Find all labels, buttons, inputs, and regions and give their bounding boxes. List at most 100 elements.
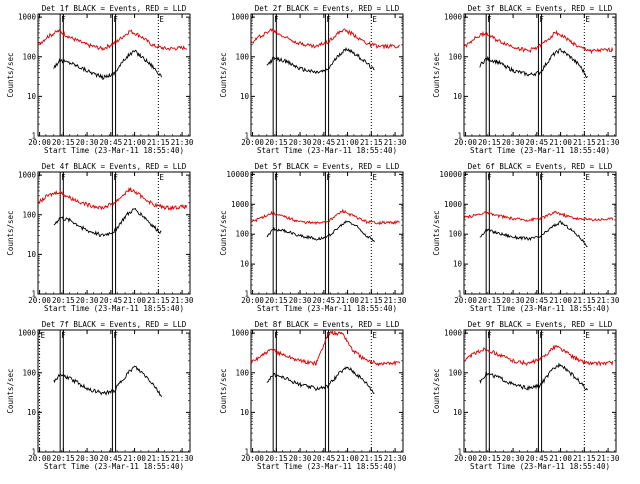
- x-axis-label: Start Time (23-Mar-11 18:55:40): [470, 304, 610, 313]
- end-marker-label: E: [372, 173, 377, 182]
- x-tick-label: 21:30: [171, 454, 194, 463]
- y-tick-label: 1: [457, 290, 462, 299]
- plot-frame: [37, 171, 191, 295]
- flare-marker-label: F: [539, 15, 544, 24]
- x-tick-label: 21:15: [573, 454, 596, 463]
- y-tick-label: 1000: [18, 329, 37, 338]
- x-tick-label: 20:15: [52, 138, 75, 147]
- y-tick-label: 100: [235, 368, 249, 377]
- end-marker-label: E: [372, 331, 377, 340]
- y-tick-label: 1: [244, 448, 249, 457]
- x-tick-label: 20:45: [526, 454, 549, 463]
- flare-marker-label: F: [487, 331, 492, 340]
- plot-frame: [250, 171, 404, 295]
- y-tick-label: 10: [240, 92, 250, 101]
- y-axis-label: Counts/sec: [432, 52, 441, 97]
- y-tick-label: 10000: [226, 170, 249, 179]
- y-tick-label: 1000: [444, 13, 463, 22]
- panel-title: Det 8f BLACK = Events, RED = LLD: [255, 320, 400, 329]
- x-tick-label: 21:30: [384, 454, 407, 463]
- x-tick-label: 21:15: [573, 138, 596, 147]
- plot-frame: [37, 329, 191, 453]
- det-panel-6: Det 6f BLACK = Events, RED = LLD Counts/s…: [432, 162, 620, 313]
- x-tick-label: 20:30: [289, 138, 312, 147]
- panel-title: Det 5f BLACK = Events, RED = LLD: [255, 162, 400, 171]
- x-tick-label: 21:00: [336, 138, 359, 147]
- y-tick-label: 1000: [231, 329, 250, 338]
- flare-marker-label: F: [487, 173, 492, 182]
- y-tick-label: 10: [27, 408, 37, 417]
- y-axis-label: Counts/sec: [6, 368, 15, 413]
- x-tick-label: 20:15: [265, 296, 288, 305]
- x-tick-label: 20:30: [289, 454, 312, 463]
- panel-title: Det 4f BLACK = Events, RED = LLD: [42, 162, 187, 171]
- end-marker-label: E: [372, 15, 377, 24]
- events-series-line: [479, 48, 588, 79]
- end-marker-label: E: [585, 173, 590, 182]
- events-series-line: [53, 207, 162, 238]
- x-tick-label: 21:00: [336, 454, 359, 463]
- plot-frame: [463, 13, 617, 137]
- plot-frame: [463, 171, 617, 295]
- x-tick-label: 20:15: [478, 296, 501, 305]
- x-tick-label: 20:00: [28, 296, 51, 305]
- x-tick-label: 21:00: [336, 296, 359, 305]
- flare-marker-label: F: [61, 331, 66, 340]
- x-tick-label: 20:15: [52, 296, 75, 305]
- x-tick-label: 21:30: [384, 138, 407, 147]
- x-tick-label: 20:00: [241, 454, 264, 463]
- det-panel-2: Det 2f BLACK = Events, RED = LLD Counts/s…: [219, 4, 407, 155]
- x-tick-label: 20:15: [265, 454, 288, 463]
- plot-frame: [37, 13, 191, 137]
- det-panel-5: Det 5f BLACK = Events, RED = LLD Counts/s…: [219, 162, 407, 313]
- x-tick-label: 21:00: [549, 296, 572, 305]
- x-tick-label: 20:45: [526, 138, 549, 147]
- x-tick-label: 21:15: [360, 454, 383, 463]
- panel-title: Det 3f BLACK = Events, RED = LLD: [468, 4, 613, 13]
- panel-title: Det 9f BLACK = Events, RED = LLD: [468, 320, 613, 329]
- x-axis-label: Start Time (23-Mar-11 18:55:40): [470, 146, 610, 155]
- x-tick-label: 20:45: [313, 296, 336, 305]
- end-marker-label: E: [159, 173, 164, 182]
- y-tick-label: 100: [448, 230, 462, 239]
- x-tick-label: 21:00: [123, 454, 146, 463]
- x-tick-label: 20:30: [76, 296, 99, 305]
- x-tick-label: 20:00: [241, 138, 264, 147]
- y-tick-label: 1000: [18, 13, 37, 22]
- flare-marker-label: F: [274, 173, 279, 182]
- lld-series-line: [463, 344, 614, 367]
- y-axis-label: Counts/sec: [6, 210, 15, 255]
- x-axis-label: Start Time (23-Mar-11 18:55:40): [44, 146, 184, 155]
- y-tick-label: 100: [235, 52, 249, 61]
- det-panel-7: Det 7f BLACK = Events, RED = LLD Counts/s…: [6, 320, 194, 471]
- x-tick-label: 21:30: [597, 138, 620, 147]
- det-panel-1: Det 1f BLACK = Events, RED = LLD Counts/s…: [6, 4, 194, 155]
- events-series-line: [266, 220, 375, 243]
- x-tick-label: 20:00: [454, 454, 477, 463]
- x-tick-label: 20:30: [502, 454, 525, 463]
- y-tick-label: 10: [240, 408, 250, 417]
- panel-title: Det 7f BLACK = Events, RED = LLD: [42, 320, 187, 329]
- x-tick-label: 21:15: [360, 138, 383, 147]
- events-series-line: [479, 220, 588, 248]
- x-tick-label: 20:00: [28, 138, 51, 147]
- x-tick-label: 20:30: [502, 138, 525, 147]
- x-tick-label: 20:30: [76, 138, 99, 147]
- lld-series-line: [250, 27, 400, 50]
- flare-marker-label: F: [274, 15, 279, 24]
- x-axis-label: Start Time (23-Mar-11 18:55:40): [257, 304, 397, 313]
- events-series-line: [479, 362, 588, 391]
- x-tick-label: 20:45: [313, 138, 336, 147]
- y-tick-label: 1000: [231, 13, 250, 22]
- flare-marker-label: F: [539, 331, 544, 340]
- x-tick-label: 21:15: [573, 296, 596, 305]
- x-axis-label: Start Time (23-Mar-11 18:55:40): [257, 462, 397, 471]
- y-tick-label: 100: [448, 52, 462, 61]
- events-series-line: [53, 365, 162, 398]
- y-tick-label: 10000: [439, 170, 462, 179]
- x-tick-label: 20:45: [100, 454, 123, 463]
- x-tick-label: 20:45: [526, 296, 549, 305]
- flare-marker-label: F: [61, 173, 66, 182]
- lld-series-line: [250, 208, 401, 226]
